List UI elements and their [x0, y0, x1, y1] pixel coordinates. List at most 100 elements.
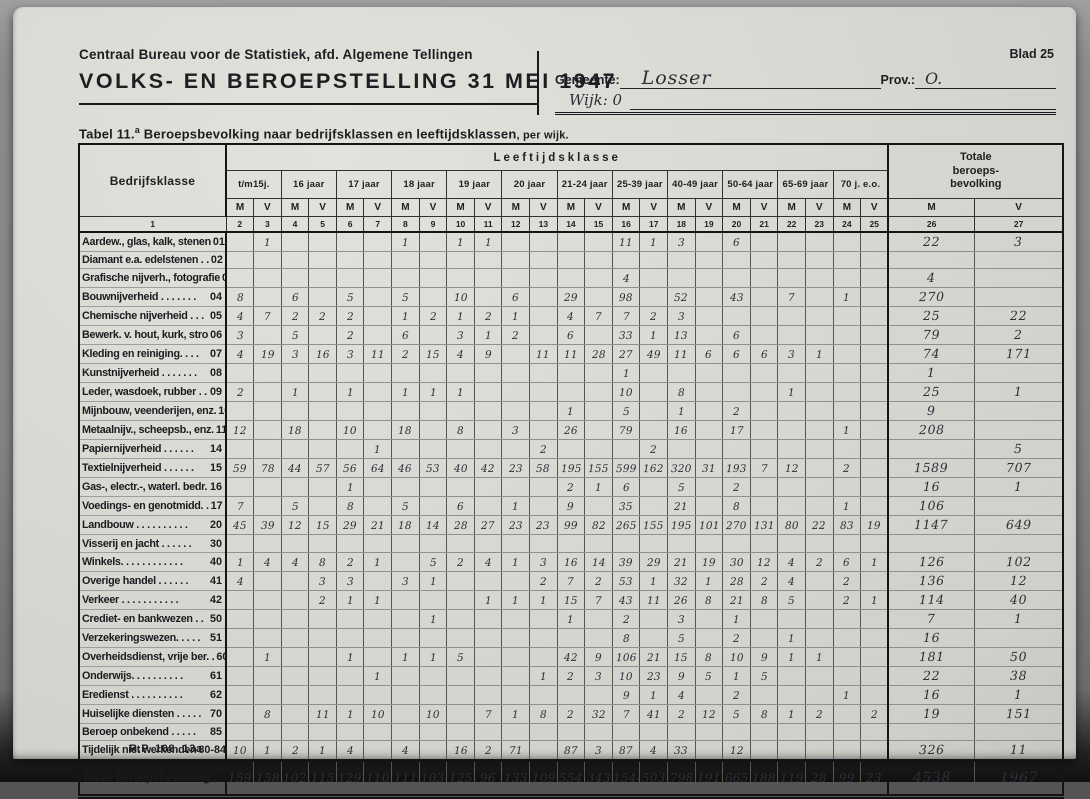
data-cell-col5: 11 [308, 704, 337, 724]
data-cell-col24: 2 [832, 590, 861, 610]
handwritten-value: 1 [815, 651, 823, 664]
data-cell-col12 [501, 344, 530, 365]
handwritten-value: 12 [1009, 572, 1028, 588]
row-label-cell: Overige handel . . . . . . 41 [79, 571, 227, 591]
industry-code: 80-84 [198, 744, 226, 757]
data-cell-col27: 12 [973, 571, 1064, 591]
data-cell-col14: 87 [556, 740, 585, 762]
handwritten-value: 2 [567, 670, 575, 683]
handwritten-value: 1 [457, 311, 465, 324]
data-cell-col27: 649 [973, 515, 1064, 536]
data-cell-col23 [804, 401, 834, 422]
data-cell-col25 [860, 534, 889, 553]
data-cell-col12 [501, 439, 530, 460]
industry-label: Bewerk. v. hout, kurk, stro [82, 329, 209, 342]
row-label-wrap: Landbouw . . . . . . . . . . 20 [80, 519, 224, 532]
data-cell-col6: 2 [335, 325, 364, 346]
data-cell-col5 [308, 723, 337, 742]
data-cell-col16 [611, 251, 640, 270]
industry-label: Verzekeringswezen. . . . . [82, 631, 201, 644]
data-cell-col18: 4 [667, 685, 696, 705]
data-cell-col7: 64 [363, 458, 392, 479]
row-label-wrap: Beroep onbekend . . . . . 85 [80, 726, 224, 738]
handwritten-value: 4 [484, 556, 492, 569]
industry-label: Eredienst . . . . . . . . . . [82, 688, 183, 701]
data-cell-col25 [860, 609, 889, 629]
data-cell-col18 [667, 534, 696, 553]
column-number-5: 5 [308, 216, 337, 233]
handwritten-value: 15 [315, 520, 330, 533]
data-cell-col2 [226, 666, 254, 686]
data-cell-col12 [501, 666, 530, 686]
age-group-header-12: 70 j. e.o. [832, 170, 889, 199]
data-cell-col13 [529, 723, 558, 742]
data-cell-col19 [694, 382, 723, 403]
data-cell-col22 [777, 420, 806, 441]
handwritten-value: 53 [426, 463, 440, 476]
handwritten-value: 2 [291, 311, 299, 324]
handwritten-value: 6 [843, 556, 851, 569]
data-cell-col9 [418, 251, 447, 270]
handwritten-value: 99 [838, 771, 855, 786]
industry-label: Crediet- en bankwezen . . [82, 612, 204, 625]
data-cell-col12 [501, 477, 530, 498]
sex-header-m: M [391, 198, 420, 217]
handwritten-value: 5 [705, 670, 713, 683]
handwritten-value: 7 [595, 311, 602, 324]
sex-header-v: V [804, 198, 834, 217]
industry-label: Landbouw . . . . . . . . . . [82, 519, 188, 532]
data-cell-col9 [418, 685, 447, 705]
industry-code: 61 [209, 669, 222, 682]
handwritten-value: 7 [927, 610, 936, 626]
data-cell-col27 [973, 251, 1064, 270]
handwritten-value: 32 [674, 575, 689, 588]
data-cell-col11: 96 [473, 759, 502, 797]
industry-code: 62 [209, 688, 222, 701]
handwritten-value: 3 [677, 236, 685, 250]
data-cell-col17: 21 [639, 647, 668, 667]
data-cell-col15 [584, 628, 613, 648]
data-cell-col8 [391, 534, 420, 553]
data-cell-col14: 26 [556, 420, 585, 441]
data-cell-col3 [253, 287, 282, 308]
data-cell-col13: 11 [529, 344, 558, 365]
handwritten-value: 4 [457, 349, 465, 362]
data-cell-col24 [832, 628, 861, 648]
data-cell-col22 [777, 534, 806, 553]
handwritten-value: 32 [591, 708, 606, 721]
data-cell-col6: 4 [335, 740, 364, 762]
table-row-11: Metaalnijv., scheepsb., enz.11 12 18 10 18 8 3… [79, 420, 1064, 441]
data-cell-col22 [777, 268, 806, 289]
data-cell-col3 [253, 534, 282, 553]
data-cell-col22: 4 [777, 552, 806, 572]
sex-header-v: V [253, 198, 282, 217]
handwritten-value: 4 [291, 556, 299, 569]
data-cell-col3: 1 [253, 740, 282, 762]
handwritten-value: 8 [705, 651, 713, 664]
row-label-wrap: Kunstnijverheid . . . . . . . 08 [80, 367, 224, 379]
data-cell-col4 [280, 232, 309, 252]
data-cell-col20 [722, 363, 751, 384]
data-cell-col15 [584, 325, 613, 346]
handwritten-value: 1 [346, 387, 354, 400]
handwritten-value: 7 [595, 594, 602, 607]
handwritten-value: 16 [922, 686, 941, 702]
sex-header-v: V [529, 198, 558, 217]
handwritten-value: 5 [677, 632, 685, 645]
handwritten-value: 2 [815, 556, 823, 569]
data-cell-col14: 4 [556, 306, 585, 327]
data-cell-col9 [418, 439, 447, 460]
handwritten-value: 2 [512, 330, 520, 343]
data-cell-col26: 22 [887, 666, 975, 686]
handwritten-value: 7 [236, 501, 244, 514]
data-cell-col22 [777, 740, 806, 762]
total-row-label: Totale beroepsbevolking . . . . [82, 772, 226, 785]
industry-code: 09 [209, 386, 222, 399]
data-cell-col25 [860, 287, 889, 308]
column-number-22: 22 [777, 216, 806, 233]
data-cell-col26 [887, 439, 975, 460]
handwritten-value: 1 [788, 651, 796, 664]
handwritten-value: 79 [619, 425, 634, 438]
handwritten-value: 101 [698, 520, 720, 533]
column-number-2: 2 [225, 216, 255, 233]
